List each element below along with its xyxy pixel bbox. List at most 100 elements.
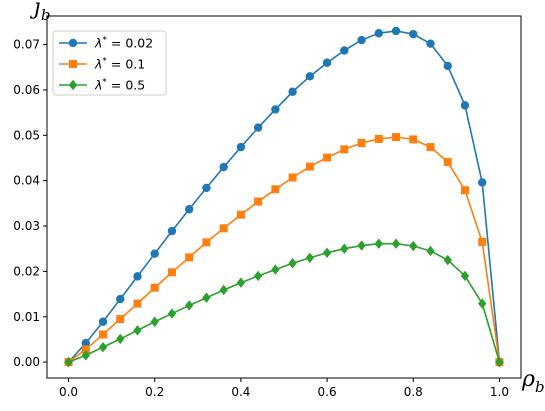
y-tick-label: 0.01 — [13, 310, 40, 324]
data-point — [460, 101, 470, 110]
legend-label: λ* = 0.5 — [94, 78, 145, 93]
data-point — [81, 350, 90, 361]
legend-swatch — [59, 79, 87, 91]
y-tick-label: 0.02 — [13, 264, 40, 278]
x-tick-label: 0.8 — [404, 385, 423, 399]
data-point — [322, 58, 332, 67]
data-point — [81, 338, 90, 348]
series-0 — [64, 26, 504, 367]
y-axis-label: jb — [29, 0, 50, 24]
legend-entry: λ* = 0.1 — [59, 57, 145, 72]
data-point — [288, 87, 297, 96]
data-point — [219, 224, 228, 233]
data-point — [116, 333, 125, 345]
data-point — [391, 26, 401, 36]
legend-swatch — [59, 60, 87, 68]
x-tick-label: 0.0 — [59, 385, 78, 399]
data-point — [69, 60, 77, 68]
data-point — [236, 142, 246, 152]
x-tick-label: 0.2 — [145, 385, 164, 399]
data-point — [478, 178, 487, 187]
data-point — [357, 35, 366, 45]
y-tick-label: 0.05 — [13, 128, 40, 142]
data-point — [426, 39, 435, 48]
data-point — [253, 270, 263, 282]
data-point — [150, 283, 159, 292]
data-point — [271, 264, 280, 275]
legend-label: λ* = 0.02 — [94, 36, 153, 51]
data-point — [202, 292, 211, 303]
data-point — [68, 38, 78, 48]
data-point — [443, 61, 452, 71]
data-point — [374, 29, 383, 38]
data-point — [202, 238, 211, 247]
series-2 — [64, 238, 504, 368]
data-point — [185, 300, 194, 311]
data-point — [409, 29, 418, 39]
legend-label-sup: * — [102, 57, 107, 67]
data-point — [185, 205, 194, 214]
x-tick-label: 0.6 — [318, 385, 337, 399]
y-axis-ticks: 0.00 0.01 0.02 0.03 0.04 0.05 0.06 0.07 — [13, 38, 47, 369]
data-point — [460, 270, 470, 282]
series-line — [68, 242, 501, 363]
series-line — [68, 136, 501, 363]
y-axis-label-main: j — [29, 0, 41, 20]
data-point — [236, 210, 245, 219]
data-point — [460, 186, 469, 195]
legend-label-symbol: λ — [94, 78, 102, 93]
data-point — [98, 341, 108, 353]
legend-label-sup: * — [102, 36, 107, 46]
data-point — [133, 325, 142, 336]
data-point — [81, 345, 90, 354]
data-point — [357, 139, 366, 148]
legend-label-value: = 0.02 — [107, 36, 153, 51]
data-point — [271, 185, 280, 194]
data-point — [305, 252, 315, 263]
legend-label-sup: * — [102, 78, 107, 88]
data-point — [98, 317, 108, 326]
data-point — [254, 197, 263, 206]
legend-box — [52, 30, 167, 96]
legend: λ* = 0.02 λ* = 0.1 λ* = 0.5 — [52, 30, 167, 96]
x-axis-label: ρb — [521, 367, 545, 396]
data-point — [357, 240, 366, 251]
legend-label-symbol: λ — [94, 36, 102, 51]
series-layer — [64, 26, 504, 368]
data-point — [443, 158, 452, 167]
data-point — [495, 356, 504, 368]
data-point — [219, 284, 228, 296]
data-point — [253, 123, 263, 132]
data-point — [322, 247, 332, 258]
x-tick-label: 1.0 — [490, 385, 509, 399]
data-point — [426, 245, 435, 257]
data-point — [426, 143, 435, 152]
data-point — [305, 72, 315, 81]
legend-label-symbol: λ — [94, 57, 102, 72]
data-point — [409, 135, 418, 144]
data-point — [116, 294, 125, 304]
y-tick-label: 0.07 — [13, 38, 40, 52]
data-point — [305, 162, 314, 171]
data-point — [288, 173, 297, 182]
data-point — [443, 254, 452, 266]
legend-entry: λ* = 0.02 — [59, 36, 153, 51]
data-point — [202, 183, 211, 193]
data-point — [478, 237, 487, 246]
data-point — [133, 272, 142, 281]
x-axis-label-sub: b — [535, 378, 545, 396]
legend-entry: λ* = 0.5 — [59, 78, 145, 93]
data-point — [133, 299, 142, 308]
plot-frame — [46, 15, 522, 379]
data-point — [374, 134, 383, 143]
data-point — [167, 308, 177, 319]
data-point — [340, 145, 349, 154]
data-point — [116, 315, 125, 324]
y-tick-label: 0.06 — [13, 83, 40, 97]
legend-label-value: = 0.1 — [107, 57, 145, 72]
legend-label-value: = 0.5 — [107, 78, 145, 93]
data-point — [236, 277, 246, 288]
data-point — [167, 226, 177, 236]
data-point — [409, 240, 418, 252]
